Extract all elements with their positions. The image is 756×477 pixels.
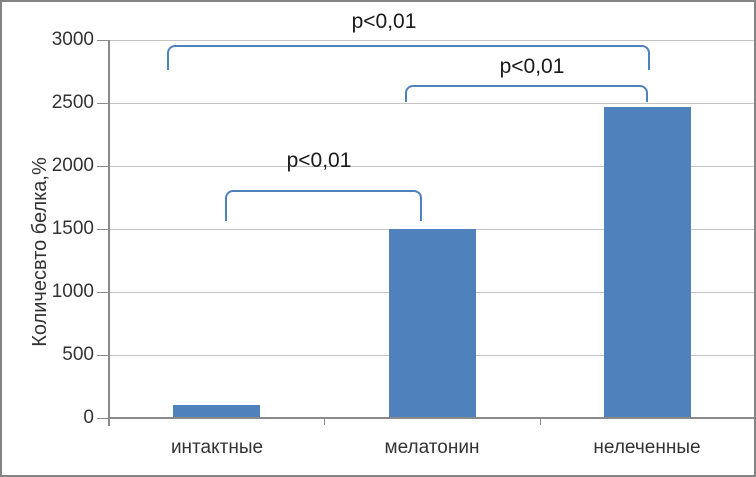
gridline (109, 103, 754, 104)
category-label: интактные (170, 437, 264, 458)
bar-интактные (173, 405, 260, 417)
y-tick-label: 500 (62, 344, 94, 365)
gridline (109, 166, 754, 167)
significance-bracket (225, 190, 422, 221)
y-tick-mark (97, 166, 109, 167)
y-tick-mark (97, 292, 109, 293)
y-axis-line (108, 40, 110, 426)
y-tick-mark (97, 418, 109, 419)
p-value-label: p<0,01 (499, 55, 565, 78)
y-tick-label: 2500 (51, 92, 94, 113)
y-tick-mark (97, 103, 109, 104)
y-tick-label: 1000 (51, 281, 94, 302)
y-tick-label: 1500 (51, 218, 94, 239)
y-tick-label: 0 (83, 407, 94, 428)
p-value-label: p<0,01 (351, 10, 417, 33)
bar-нелеченные (604, 107, 691, 417)
bar-мелатонин (389, 229, 476, 417)
y-tick-label: 2000 (51, 155, 94, 176)
p-value-label: p<0,01 (286, 149, 352, 172)
gridline (109, 40, 754, 41)
y-tick-mark (97, 229, 109, 230)
x-axis-line (108, 417, 754, 419)
y-tick-mark (97, 40, 109, 41)
category-label: мелатонин (384, 437, 480, 458)
category-label: нелеченные (593, 437, 701, 458)
significance-bracket (405, 85, 648, 102)
y-tick-mark (97, 355, 109, 356)
x-tick-mark (324, 419, 325, 425)
x-tick-mark (540, 419, 541, 425)
y-tick-label: 3000 (51, 29, 94, 50)
significance-bracket (167, 45, 650, 70)
